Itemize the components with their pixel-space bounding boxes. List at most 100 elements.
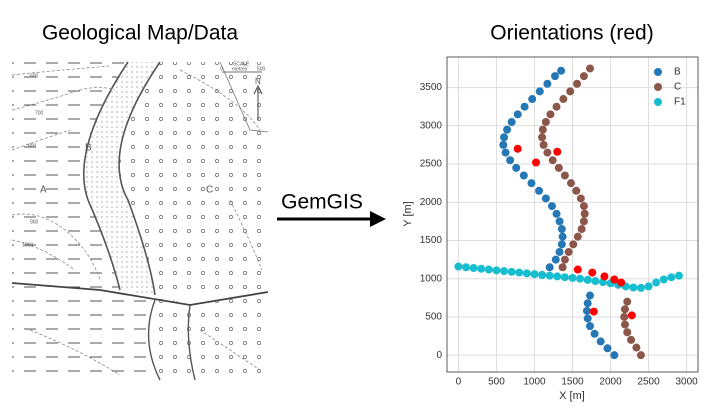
point [538, 125, 547, 134]
point [576, 194, 585, 203]
point [555, 247, 564, 256]
point [528, 95, 537, 104]
map-title: Geological Map/Data [42, 22, 238, 45]
point [636, 351, 645, 360]
geological-map [11, 61, 269, 381]
legend-label: B [674, 67, 681, 78]
point [620, 305, 629, 314]
point [512, 163, 521, 172]
point [610, 351, 619, 360]
point [530, 270, 539, 279]
point [583, 314, 592, 323]
legend-label: F1 [674, 97, 686, 108]
map-label: C [206, 185, 213, 196]
y-tick-label: 1500 [420, 235, 443, 246]
plot-area: 0 500 1000 1500 2000 2500 3000 0 500 1000 1500 2000… [420, 56, 699, 388]
point [554, 163, 563, 172]
point [566, 179, 575, 188]
y-axis-label: Y [m] [402, 201, 414, 226]
x-tick-label: 1000 [523, 377, 546, 388]
x-tick-label: 2000 [599, 377, 622, 388]
point [583, 299, 592, 308]
point [541, 194, 550, 203]
legend-marker [654, 98, 662, 106]
point [568, 273, 577, 282]
point [560, 255, 569, 264]
point [547, 202, 556, 211]
point [500, 267, 509, 276]
point [627, 311, 636, 320]
point [541, 117, 550, 126]
point [531, 158, 540, 167]
point [620, 312, 629, 321]
legend-marker [654, 68, 662, 76]
x-tick-label: 1500 [561, 377, 584, 388]
point [636, 283, 645, 292]
point [503, 125, 512, 134]
point [627, 335, 636, 344]
point [585, 322, 594, 331]
point [543, 79, 552, 88]
point [513, 110, 522, 119]
point [560, 273, 569, 282]
y-tick-label: 0 [436, 350, 442, 361]
point [582, 306, 591, 315]
point [538, 133, 547, 142]
point [560, 171, 569, 180]
point [539, 140, 548, 149]
point [674, 271, 683, 280]
map-label: A [40, 185, 47, 196]
map-label: 500 [257, 66, 266, 72]
point [522, 269, 531, 278]
y-tick-label: 3000 [420, 120, 443, 131]
point [585, 64, 594, 73]
map-label: SCALE [233, 61, 250, 67]
point [566, 87, 575, 96]
point [590, 329, 599, 338]
point [551, 255, 560, 264]
point [644, 282, 653, 291]
point [551, 72, 560, 81]
point [600, 272, 609, 281]
x-tick-label: 500 [488, 377, 505, 388]
point [623, 328, 632, 337]
point [623, 297, 632, 306]
point [620, 320, 629, 329]
arrow-head [370, 211, 386, 227]
point [579, 202, 588, 211]
point [545, 271, 554, 280]
legend-marker [654, 83, 662, 91]
point [596, 337, 605, 346]
point [543, 148, 552, 157]
legend-label: C [674, 82, 681, 93]
point [552, 102, 561, 111]
point [572, 186, 581, 195]
point [552, 209, 561, 218]
y-tick-label: 500 [425, 312, 442, 323]
point [535, 186, 544, 195]
map-label: 800 [28, 143, 37, 149]
point [507, 267, 516, 276]
point [469, 264, 478, 273]
point [500, 133, 509, 142]
point [548, 156, 557, 165]
point [557, 240, 566, 249]
map-label: metres [232, 66, 248, 72]
point [610, 275, 619, 284]
point [553, 147, 562, 156]
point [558, 263, 567, 272]
arrow-label: GemGIS [281, 191, 363, 214]
y-tick-label: 3500 [420, 82, 443, 93]
map-label: 0 [220, 66, 223, 72]
point [557, 66, 566, 75]
point [588, 268, 597, 277]
x-tick-label: 3000 [675, 377, 698, 388]
point [546, 110, 555, 119]
point [564, 247, 573, 256]
point [506, 156, 515, 165]
point [603, 344, 612, 353]
point [545, 263, 554, 272]
point [579, 217, 588, 226]
point [632, 343, 641, 352]
